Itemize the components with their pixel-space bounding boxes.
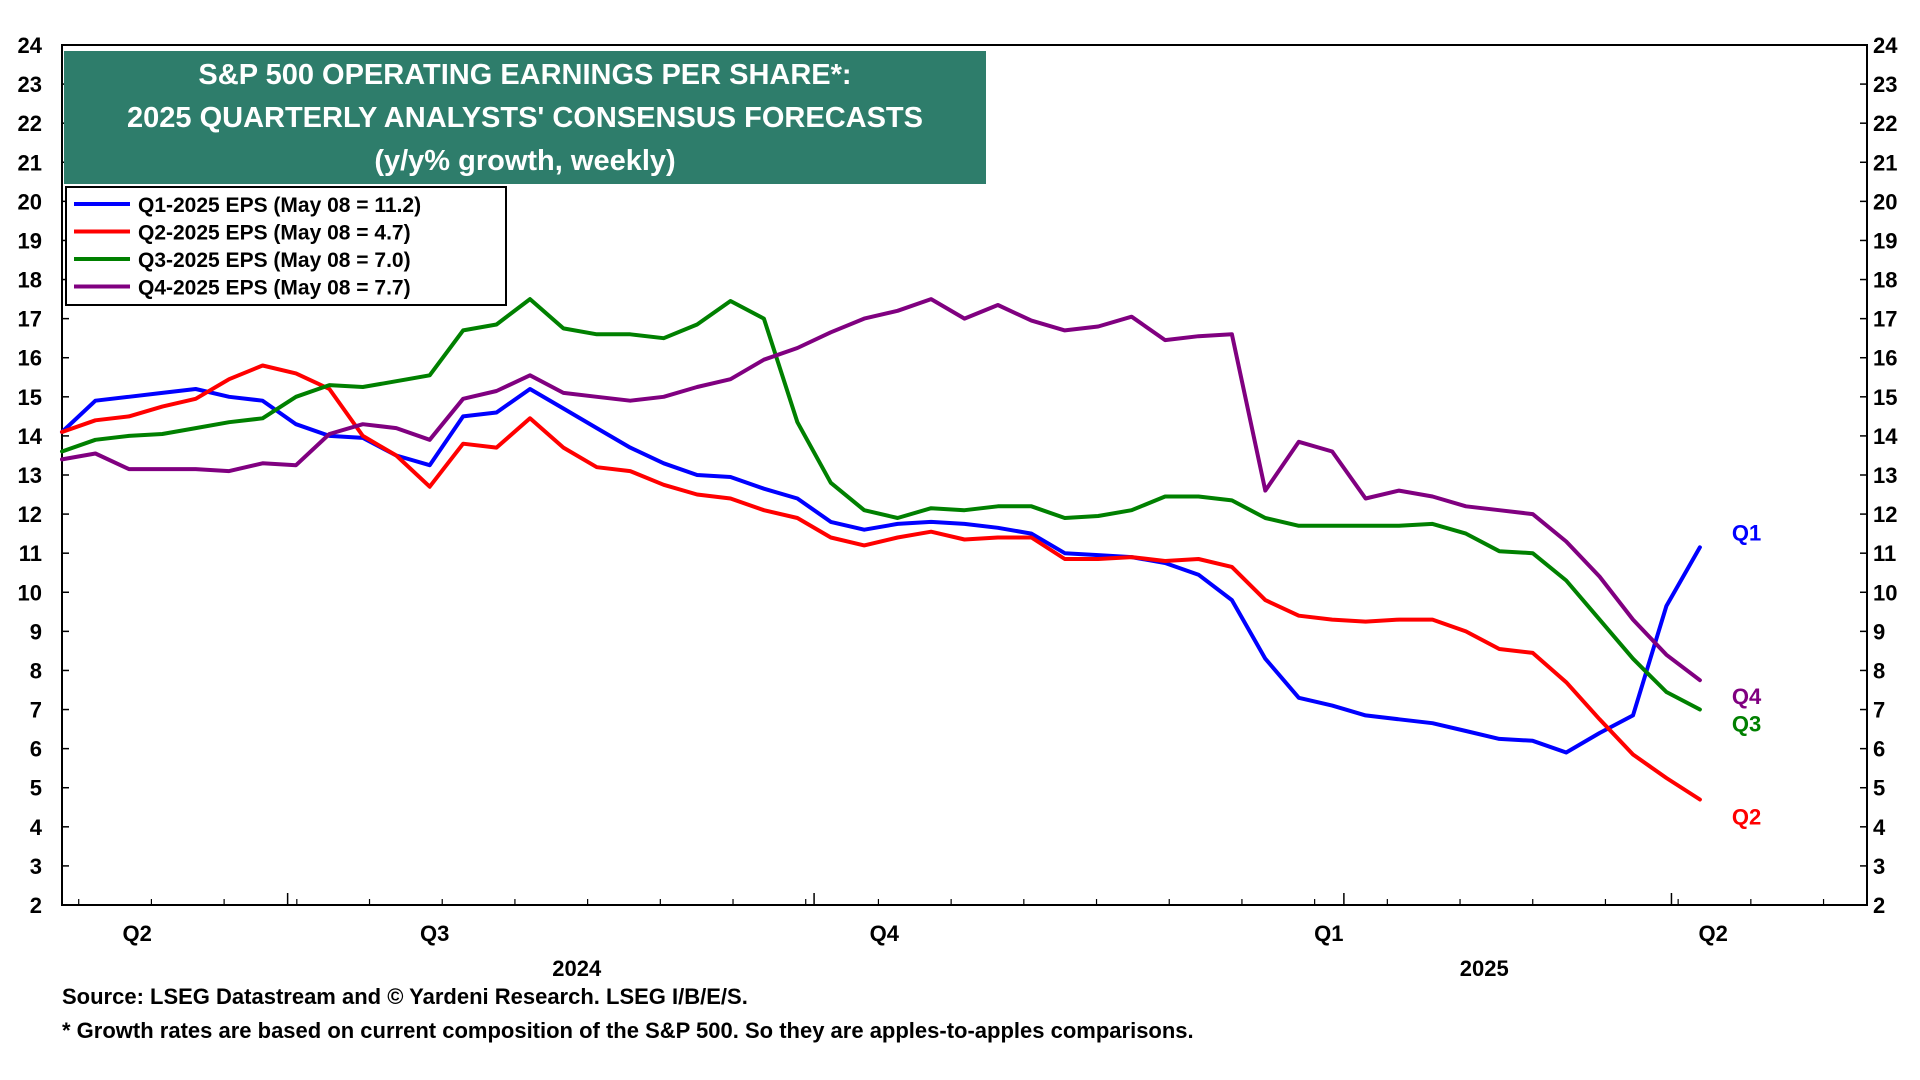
growth-footnote: * Growth rates are based on current comp… [62,1018,1194,1043]
end-label-q3: Q3 [1732,712,1761,737]
series-line-q3 [60,297,1702,712]
legend-entry-q3: Q3-2025 EPS (May 08 = 7.0) [138,249,411,272]
y-tick-label-right: 16 [1873,346,1897,371]
y-tick-label-right: 7 [1873,698,1885,723]
y-tick-label-left: 7 [30,698,42,723]
y-tick-label-left: 11 [19,541,42,566]
source-note: Source: LSEG Datastream and © Yardeni Re… [62,984,748,1009]
title-box: S&P 500 OPERATING EARNINGS PER SHARE*: 2… [64,51,986,184]
y-tick-label-right: 4 [1873,815,1886,840]
legend-entry-q1: Q1-2025 EPS (May 08 = 11.2) [138,194,421,217]
y-tick-label-right: 13 [1873,463,1897,488]
legend-entry-q2: Q2-2025 EPS (May 08 = 4.7) [138,222,411,245]
y-tick-label-right: 17 [1873,307,1897,332]
legend-entry-q4: Q4-2025 EPS (May 08 = 7.7) [138,277,411,300]
y-tick-label-left: 6 [30,737,42,762]
series-line-q4 [60,297,1702,683]
y-tick-label-right: 19 [1873,228,1897,253]
series-line-q1 [60,387,1702,755]
series-end-labels: Q1 Q2 Q3 Q4 [1732,520,1762,829]
y-tick-label-right: 2 [1873,893,1885,918]
y-tick-label-left: 16 [18,346,42,371]
y-tick-label-left: 9 [30,619,42,644]
title-background [64,51,986,184]
y-tick-label-right: 9 [1873,619,1885,644]
y-tick-label-left: 17 [18,307,42,332]
x-quarter-label: Q4 [870,921,900,946]
y-tick-label-left: 2 [30,893,42,918]
x-axis: Q2 Q3 Q4 Q1 Q2 2024 2025 [78,893,1825,981]
y-tick-label-left: 10 [18,580,42,605]
y-tick-label-right: 21 [1873,150,1897,175]
y-tick-label-left: 22 [18,111,42,136]
end-label-q4: Q4 [1732,684,1762,709]
x-quarter-label: Q1 [1314,921,1343,946]
y-tick-label-left: 20 [18,189,42,214]
chart-title-line-3: (y/y% growth, weekly) [374,145,675,177]
y-tick-label-left: 8 [30,658,42,683]
legend-box [65,186,507,306]
x-year-label: 2025 [1460,956,1509,981]
y-tick-label-right: 10 [1873,580,1897,605]
y-tick-label-left: 18 [18,268,42,293]
end-label-q1: Q1 [1732,520,1761,545]
x-quarter-label: Q3 [420,921,449,946]
y-tick-label-right: 22 [1873,111,1897,136]
chart-title-line-2: 2025 QUARTERLY ANALYSTS' CONSENSUS FOREC… [127,102,923,134]
series-lines [60,297,1702,802]
y-tick-label-right: 3 [1873,854,1885,879]
y-tick-label-right: 11 [1873,541,1896,566]
x-quarter-label: Q2 [1699,921,1728,946]
y-tick-label-left: 15 [18,385,42,410]
y-tick-label-left: 4 [30,815,43,840]
y-tick-label-left: 21 [18,150,42,175]
y-tick-label-right: 23 [1873,72,1897,97]
chart-title-line-1: S&P 500 OPERATING EARNINGS PER SHARE*: [198,59,851,91]
y-tick-label-left: 19 [18,228,42,253]
x-year-label: 2024 [552,956,602,981]
y-tick-label-right: 18 [1873,268,1897,293]
y-tick-label-right: 5 [1873,776,1885,801]
y-tick-label-left: 5 [30,776,42,801]
y-tick-label-right: 24 [1873,33,1898,58]
y-tick-label-right: 20 [1873,189,1897,214]
y-tick-label-right: 15 [1873,385,1897,410]
y-tick-label-left: 12 [18,502,42,527]
series-line-q2 [60,363,1702,802]
y-tick-label-right: 6 [1873,737,1885,762]
y-tick-label-right: 12 [1873,502,1897,527]
y-tick-label-left: 3 [30,854,42,879]
legend: Q1-2025 EPS (May 08 = 11.2) Q2-2025 EPS (… [65,186,507,306]
y-tick-label-left: 24 [18,33,43,58]
y-tick-label-right: 14 [1873,424,1898,449]
y-tick-label-left: 23 [18,72,42,97]
y-tick-label-right: 8 [1873,658,1885,683]
y-tick-label-left: 14 [18,424,43,449]
y-tick-label-left: 13 [18,463,42,488]
x-quarter-label: Q2 [123,921,152,946]
end-label-q2: Q2 [1732,804,1761,829]
